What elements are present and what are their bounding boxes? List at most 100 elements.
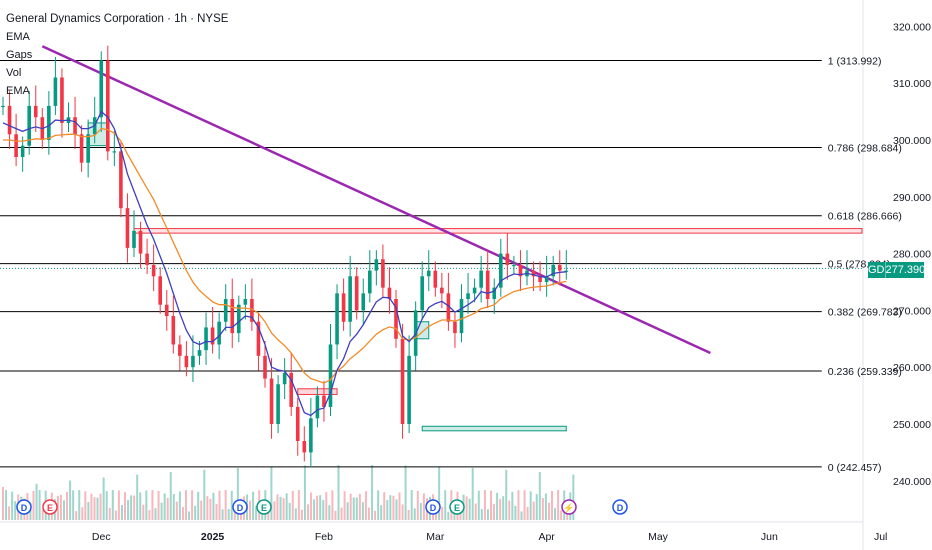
candle-body (178, 344, 182, 356)
volume-bar (166, 497, 169, 520)
volume-bar (142, 504, 145, 520)
y-tick-label: 270.000 (893, 305, 931, 317)
volume-bar (157, 491, 160, 520)
candle-body (53, 77, 58, 106)
x-tick-label: Apr (538, 531, 555, 543)
event-marker-glyph: D (21, 503, 28, 513)
y-tick-label: 300.000 (893, 135, 931, 147)
volume-bar (404, 465, 407, 520)
volume-bar (2, 487, 4, 520)
volume-bar (11, 491, 14, 520)
dividend-marker[interactable] (612, 499, 628, 515)
volume-bar (526, 506, 529, 520)
volume-bar (194, 505, 197, 520)
volume-bar (331, 490, 334, 520)
candle-body (197, 350, 202, 356)
candle-body (368, 270, 372, 294)
candle-body (387, 287, 392, 300)
volume-bar (212, 492, 215, 520)
volume-bar (276, 494, 279, 520)
volume-bar (72, 490, 75, 520)
gap-box[interactable] (87, 122, 109, 147)
volume-bar (41, 509, 44, 520)
candle-body (250, 299, 254, 322)
volume-bar (422, 493, 425, 520)
ema-slow-line[interactable] (3, 127, 567, 384)
resistance-zone[interactable] (133, 228, 863, 234)
ema-fast-line[interactable] (2, 110, 567, 417)
dividend-marker[interactable] (232, 499, 248, 515)
volume-bar (151, 490, 154, 520)
volume-bar (90, 493, 93, 520)
candle-body (86, 134, 90, 163)
volume-bar (334, 510, 337, 520)
volume-bar (108, 507, 111, 520)
candle-body (341, 293, 346, 322)
candle-body (138, 230, 143, 254)
candle-body (276, 384, 280, 424)
gap-box[interactable] (421, 425, 567, 432)
event-marker-glyph: E (454, 503, 460, 513)
candle-body (531, 270, 536, 277)
candle-body (237, 304, 241, 334)
candle-body (184, 355, 189, 368)
legend-indicator-ema-1[interactable]: EMA (6, 31, 30, 43)
event-marker-glyph: D (430, 503, 437, 513)
candle-body (557, 264, 562, 271)
candle-body (79, 134, 84, 163)
candle-body (400, 338, 405, 424)
volume-bar (96, 497, 99, 520)
candle-body (132, 230, 136, 248)
earnings-marker[interactable] (42, 499, 58, 515)
candle-body (309, 418, 313, 453)
volume-bar (377, 490, 380, 520)
volume-bar (547, 502, 550, 520)
earnings-marker[interactable] (449, 499, 465, 515)
volume-bar (328, 505, 331, 520)
volume-bar (38, 490, 41, 520)
candle-body (223, 299, 228, 322)
split-marker[interactable] (561, 499, 577, 515)
volume-bar (474, 503, 477, 520)
candle-body (459, 299, 464, 334)
volume-bar (395, 499, 398, 520)
candle-body (73, 117, 77, 135)
last-price-tag: GD 277.390 (868, 262, 925, 278)
volume-bar (169, 472, 172, 520)
candle-body (354, 276, 359, 311)
volume-bar (288, 503, 291, 520)
x-tick-label: Mar (426, 531, 445, 543)
legend-indicator-ema-2[interactable]: EMA (6, 85, 30, 97)
volume-bar (117, 490, 120, 520)
volume-bar (337, 465, 340, 520)
legend-indicator-gaps[interactable]: Gaps (6, 49, 33, 61)
candle-body (518, 264, 523, 277)
candle-body (315, 395, 320, 419)
candle-body (335, 293, 339, 345)
candle-body (505, 253, 510, 265)
dividend-marker[interactable] (16, 499, 32, 515)
trendline[interactable] (41, 45, 711, 355)
volume-bar (221, 509, 224, 520)
candle-body (551, 264, 555, 277)
candle-body (328, 344, 333, 407)
volume-bar (523, 490, 526, 520)
volume-bar (496, 492, 499, 520)
volume-bar (14, 501, 17, 520)
candle-body (7, 105, 12, 135)
volume-bar (358, 493, 361, 520)
price-series (1, 45, 569, 468)
dividend-marker[interactable] (425, 499, 441, 515)
candle-body (14, 134, 18, 158)
volume-bar (230, 490, 233, 520)
volume-bar (252, 491, 255, 520)
event-marker-glyph: E (261, 503, 267, 513)
volume-bar (111, 490, 114, 520)
fib-level-label: 0.236 (259.339) (828, 366, 902, 378)
earnings-marker[interactable] (256, 499, 272, 515)
volume-bar (249, 500, 252, 520)
legend-indicator-vol[interactable]: Vol (6, 67, 22, 79)
event-marker-glyph: ⚡ (563, 502, 574, 514)
candle-body (453, 321, 457, 334)
